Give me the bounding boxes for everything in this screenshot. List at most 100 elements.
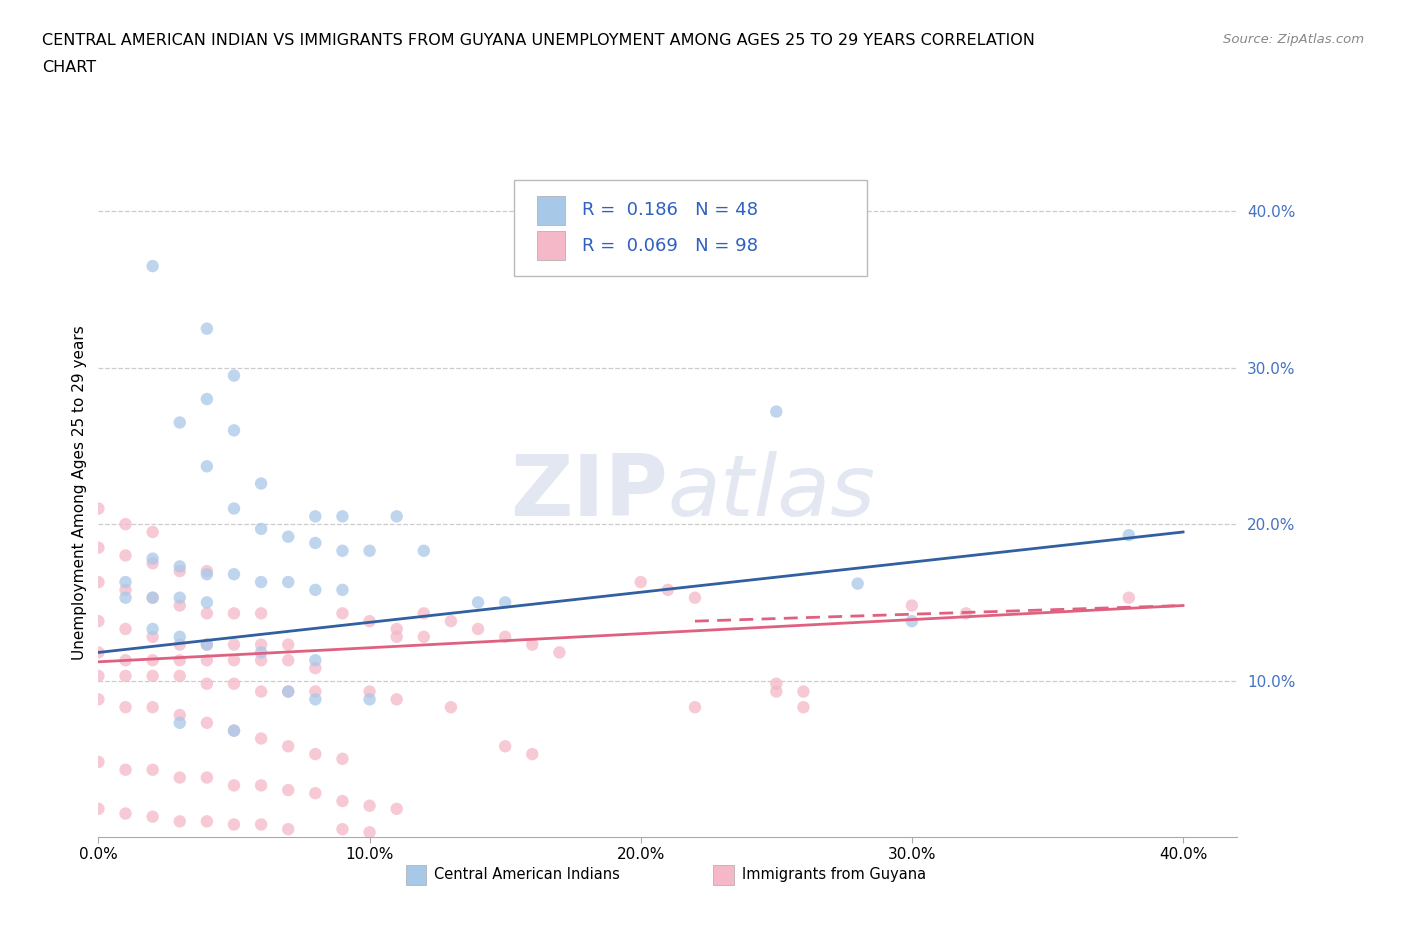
Point <box>494 738 516 753</box>
Point <box>277 822 299 837</box>
Point <box>222 606 245 621</box>
FancyBboxPatch shape <box>406 865 426 885</box>
Point <box>332 751 354 766</box>
Point <box>169 559 191 574</box>
Point <box>222 501 245 516</box>
Point <box>277 684 299 699</box>
Text: atlas: atlas <box>668 451 876 535</box>
Point <box>494 595 516 610</box>
Point <box>142 259 165 273</box>
Point <box>195 676 218 691</box>
Point <box>385 621 408 636</box>
Point <box>169 564 191 578</box>
Point <box>142 556 165 571</box>
Point <box>385 630 408 644</box>
Text: CHART: CHART <box>42 60 96 75</box>
Point <box>195 814 218 829</box>
Point <box>359 543 381 558</box>
FancyBboxPatch shape <box>713 865 734 885</box>
Point <box>169 669 191 684</box>
Point <box>385 802 408 817</box>
Point <box>222 653 245 668</box>
Point <box>1118 591 1140 605</box>
Point <box>142 630 165 644</box>
Point <box>332 793 354 808</box>
FancyBboxPatch shape <box>515 179 868 276</box>
Point <box>169 598 191 613</box>
Point <box>142 551 165 566</box>
Point <box>1118 527 1140 542</box>
Point <box>114 806 136 821</box>
Point <box>277 575 299 590</box>
Point <box>142 763 165 777</box>
Point <box>630 575 652 590</box>
Point <box>901 598 924 613</box>
Point <box>304 536 326 551</box>
Point <box>250 645 273 660</box>
Point <box>332 509 354 524</box>
Point <box>114 517 136 532</box>
Point <box>87 614 110 629</box>
Point <box>195 566 218 581</box>
Point <box>901 614 924 629</box>
Point <box>222 724 245 738</box>
Point <box>792 684 814 699</box>
Point <box>222 566 245 581</box>
Text: Central American Indians: Central American Indians <box>434 868 620 883</box>
Point <box>195 595 218 610</box>
Point <box>250 684 273 699</box>
Point <box>195 458 218 473</box>
Point <box>169 630 191 644</box>
Point <box>142 809 165 824</box>
Point <box>250 476 273 491</box>
Point <box>792 699 814 714</box>
Point <box>169 415 191 430</box>
Point <box>304 509 326 524</box>
Point <box>250 731 273 746</box>
Point <box>195 770 218 785</box>
Point <box>412 630 434 644</box>
Point <box>87 692 110 707</box>
Point <box>142 621 165 636</box>
Text: Source: ZipAtlas.com: Source: ZipAtlas.com <box>1223 33 1364 46</box>
Point <box>467 621 489 636</box>
Text: CENTRAL AMERICAN INDIAN VS IMMIGRANTS FROM GUYANA UNEMPLOYMENT AMONG AGES 25 TO : CENTRAL AMERICAN INDIAN VS IMMIGRANTS FR… <box>42 33 1035 47</box>
Point <box>222 676 245 691</box>
Point <box>142 699 165 714</box>
Point <box>195 392 218 406</box>
Point <box>304 747 326 762</box>
FancyBboxPatch shape <box>537 232 565 260</box>
Point <box>359 798 381 813</box>
Point <box>222 368 245 383</box>
Point <box>765 676 787 691</box>
Point <box>250 606 273 621</box>
Point <box>250 637 273 652</box>
Point <box>114 591 136 605</box>
Point <box>114 621 136 636</box>
Point <box>87 540 110 555</box>
Point <box>359 692 381 707</box>
Point <box>142 669 165 684</box>
Point <box>250 653 273 668</box>
Point <box>222 817 245 832</box>
Point <box>87 575 110 590</box>
Point <box>332 543 354 558</box>
Point <box>169 637 191 652</box>
Point <box>142 591 165 605</box>
Point <box>114 669 136 684</box>
Point <box>277 653 299 668</box>
Point <box>169 770 191 785</box>
Point <box>412 606 434 621</box>
Point <box>304 786 326 801</box>
Point <box>169 653 191 668</box>
Point <box>87 802 110 817</box>
Point <box>114 548 136 563</box>
FancyBboxPatch shape <box>537 195 565 224</box>
Point <box>304 684 326 699</box>
Point <box>385 509 408 524</box>
Point <box>522 747 544 762</box>
Point <box>304 692 326 707</box>
Point <box>359 614 381 629</box>
Point <box>142 653 165 668</box>
Point <box>222 724 245 738</box>
